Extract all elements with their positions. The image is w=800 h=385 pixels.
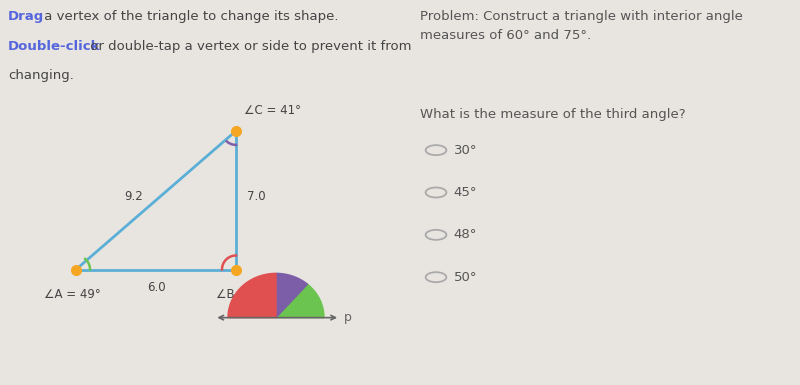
Text: 50°: 50° <box>454 271 477 284</box>
Text: or double-tap a vertex or side to prevent it from: or double-tap a vertex or side to preven… <box>86 40 412 54</box>
Text: a vertex of the triangle to change its shape.: a vertex of the triangle to change its s… <box>40 10 338 23</box>
Polygon shape <box>276 273 307 318</box>
Text: 9.2: 9.2 <box>124 190 143 203</box>
Polygon shape <box>228 273 276 318</box>
Text: 45°: 45° <box>454 186 477 199</box>
Text: ∠A = 49°: ∠A = 49° <box>44 288 100 301</box>
Text: 48°: 48° <box>454 228 477 241</box>
Text: What is the measure of the third angle?: What is the measure of the third angle? <box>420 108 686 121</box>
Text: 6.0: 6.0 <box>146 281 166 294</box>
Text: Drag: Drag <box>8 10 44 23</box>
Text: ∠B = 90°: ∠B = 90° <box>216 288 272 301</box>
Text: Double-click: Double-click <box>8 40 101 54</box>
Text: changing.: changing. <box>8 69 74 82</box>
Text: p: p <box>344 311 352 324</box>
Text: 30°: 30° <box>454 144 477 157</box>
Polygon shape <box>276 284 324 318</box>
Text: ∠C = 41°: ∠C = 41° <box>243 104 301 117</box>
Text: Problem: Construct a triangle with interior angle
measures of 60° and 75°.: Problem: Construct a triangle with inter… <box>420 10 743 42</box>
Text: 7.0: 7.0 <box>246 190 266 203</box>
